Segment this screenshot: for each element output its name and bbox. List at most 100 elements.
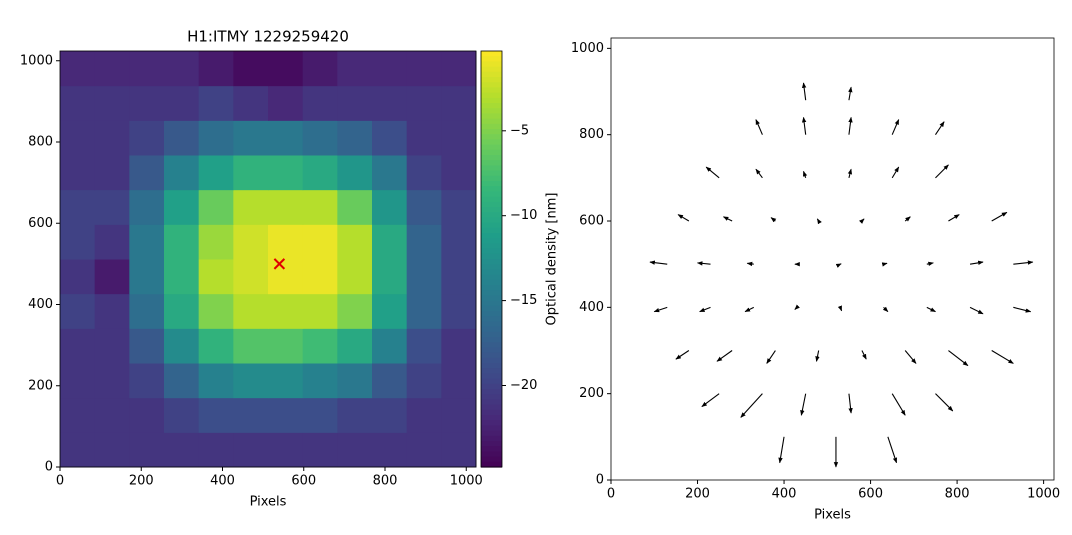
x-tick-label: 600 [858, 487, 883, 502]
x-tick-label: 400 [772, 487, 797, 502]
heatmap-cell [60, 190, 95, 225]
colorbar-band [481, 415, 502, 421]
colorbar-band [481, 191, 502, 197]
quiver-arrow [849, 117, 851, 134]
colorbar-band [481, 207, 502, 213]
heatmap-cell [199, 294, 234, 329]
x-tick-label: 600 [291, 474, 316, 489]
heatmap-cell [372, 224, 407, 259]
colorbar-band [481, 160, 502, 166]
quiver-arrow [741, 394, 763, 418]
quiver-arrow [678, 215, 689, 221]
heatmap-cell [95, 51, 130, 86]
quiver-arrow [884, 307, 888, 311]
colorbar-band [481, 139, 502, 145]
colorbar-band [481, 186, 502, 192]
colorbar-band [481, 223, 502, 229]
heatmap-cell [268, 328, 303, 363]
heatmap-cell [233, 86, 268, 121]
heatmap-cell [268, 259, 303, 294]
x-tick-label: 1000 [1027, 487, 1060, 502]
heatmap-cell [372, 432, 407, 467]
heatmap-cell [303, 328, 338, 363]
colorbar-band [481, 233, 502, 239]
heatmap-cell [164, 190, 199, 225]
heatmap-cell [164, 120, 199, 155]
colorbar-band [481, 337, 502, 343]
heatmap-cell [372, 259, 407, 294]
heatmap-cell [95, 120, 130, 155]
heatmap-cell [407, 259, 442, 294]
heatmap-cell [303, 190, 338, 225]
heatmap-cell [372, 398, 407, 433]
heatmap-cell [199, 190, 234, 225]
quiver-arrow [892, 394, 905, 416]
heatmap-cell [129, 86, 164, 121]
y-tick-label: 1000 [571, 41, 604, 56]
heatmap-cell [233, 363, 268, 398]
heatmap-cell [268, 363, 303, 398]
heatmap-cell [441, 51, 476, 86]
colorbar-band [481, 379, 502, 385]
colorbar-band [481, 353, 502, 359]
heatmap-cell [199, 398, 234, 433]
heatmap-cell [441, 294, 476, 329]
heatmap-cell [303, 155, 338, 190]
heatmap-cell [233, 259, 268, 294]
colorbar-band [481, 290, 502, 296]
colorbar-band [481, 254, 502, 260]
heatmap-cell [129, 294, 164, 329]
heatmap-cell [164, 224, 199, 259]
colorbar-band [481, 171, 502, 177]
colorbar-band [481, 373, 502, 379]
x-axis-label: Pixels [250, 495, 287, 510]
colorbar-band [481, 145, 502, 151]
quiver-arrow [795, 307, 797, 309]
quiver-arrow [935, 165, 948, 178]
quiver-arrow [706, 167, 719, 178]
quiver-arrow [780, 437, 784, 463]
heatmap-cell [129, 190, 164, 225]
colorbar-band [481, 238, 502, 244]
heatmap-cell [372, 190, 407, 225]
heatmap-cell [441, 190, 476, 225]
colorbar-band [481, 103, 502, 109]
colorbar-band [481, 176, 502, 182]
x-tick-label: 800 [373, 474, 398, 489]
y-tick-label: 400 [28, 297, 53, 312]
heatmap-cell [337, 432, 372, 467]
colorbar-band [481, 56, 502, 62]
heatmap-cell [407, 190, 442, 225]
heatmap-cell [407, 294, 442, 329]
heatmap-cell [233, 190, 268, 225]
colorbar-band [481, 108, 502, 114]
heatmap-cell [199, 259, 234, 294]
colorbar-band [481, 405, 502, 411]
colorbar-band [481, 67, 502, 73]
heatmap-cell [129, 51, 164, 86]
colorbar-band [481, 389, 502, 395]
colorbar-band [481, 446, 502, 452]
heatmap-cell [303, 224, 338, 259]
colorbar-band [481, 436, 502, 442]
quiver-arrow [816, 351, 818, 362]
heatmap-cell [129, 224, 164, 259]
x-tick-label: 200 [685, 487, 710, 502]
heatmap-cell [441, 155, 476, 190]
x-tick-label: 800 [945, 487, 970, 502]
heatmap-cell [372, 120, 407, 155]
heatmap-cell [95, 363, 130, 398]
heatmap-cell [199, 224, 234, 259]
heatmap-cell [199, 51, 234, 86]
colorbar-band [481, 243, 502, 249]
colorbar-band [481, 77, 502, 83]
chart-title: H1:ITMY 1229259420 [187, 28, 349, 46]
quiver-arrow [717, 351, 732, 362]
quiver-arrow [927, 263, 933, 264]
heatmap-cell [233, 224, 268, 259]
heatmap-cell [60, 224, 95, 259]
heatmap-cell [337, 86, 372, 121]
quiver-arrow [935, 394, 952, 411]
quiver-arrow [747, 263, 753, 264]
quiver-arrow [888, 437, 897, 463]
